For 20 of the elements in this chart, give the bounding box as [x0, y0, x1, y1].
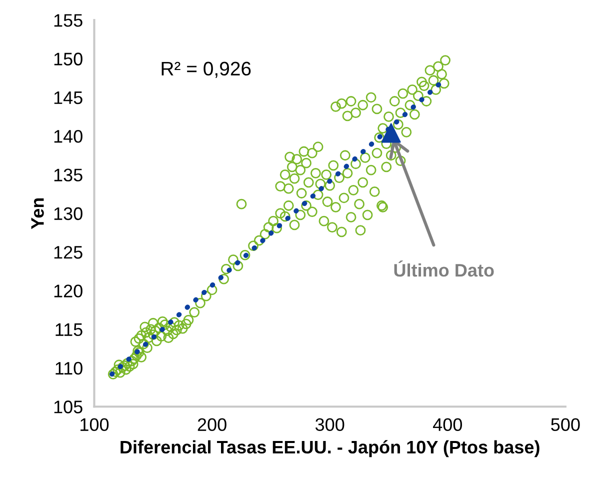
y-tick-label: 120 [54, 284, 82, 298]
annotation: R² = 0,926 [162, 62, 251, 78]
x-tick-label: 500 [551, 418, 580, 431]
x-tick-label: 200 [198, 418, 226, 431]
x-tick-label: 100 [80, 418, 109, 431]
y-tick-label: 150 [54, 52, 82, 66]
y-tick-label: 125 [54, 246, 82, 259]
x-tick-label: 300 [315, 418, 344, 431]
y-tick-label: 110 [56, 362, 82, 375]
y-tick-label: 130 [54, 207, 82, 220]
y-tick-label: 135 [54, 168, 82, 182]
x-axis-title: Diferencial Tasas EE.UU. - Japón 10Y (Ptos base) [120, 440, 540, 458]
annotation: Último Dato [394, 260, 494, 277]
y-tick-label: 105 [54, 400, 82, 414]
y-axis-title: Yen [31, 198, 44, 230]
y-tick-label: 145 [54, 92, 82, 104]
y-tick-label: 140 [54, 130, 82, 143]
y-tick-label: 155 [54, 14, 82, 27]
x-tick-label: 400 [432, 418, 462, 431]
y-tick-label: 115 [56, 323, 82, 336]
